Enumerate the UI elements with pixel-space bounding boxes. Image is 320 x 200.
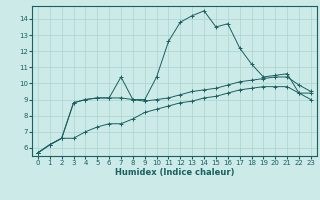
X-axis label: Humidex (Indice chaleur): Humidex (Indice chaleur)	[115, 168, 234, 177]
